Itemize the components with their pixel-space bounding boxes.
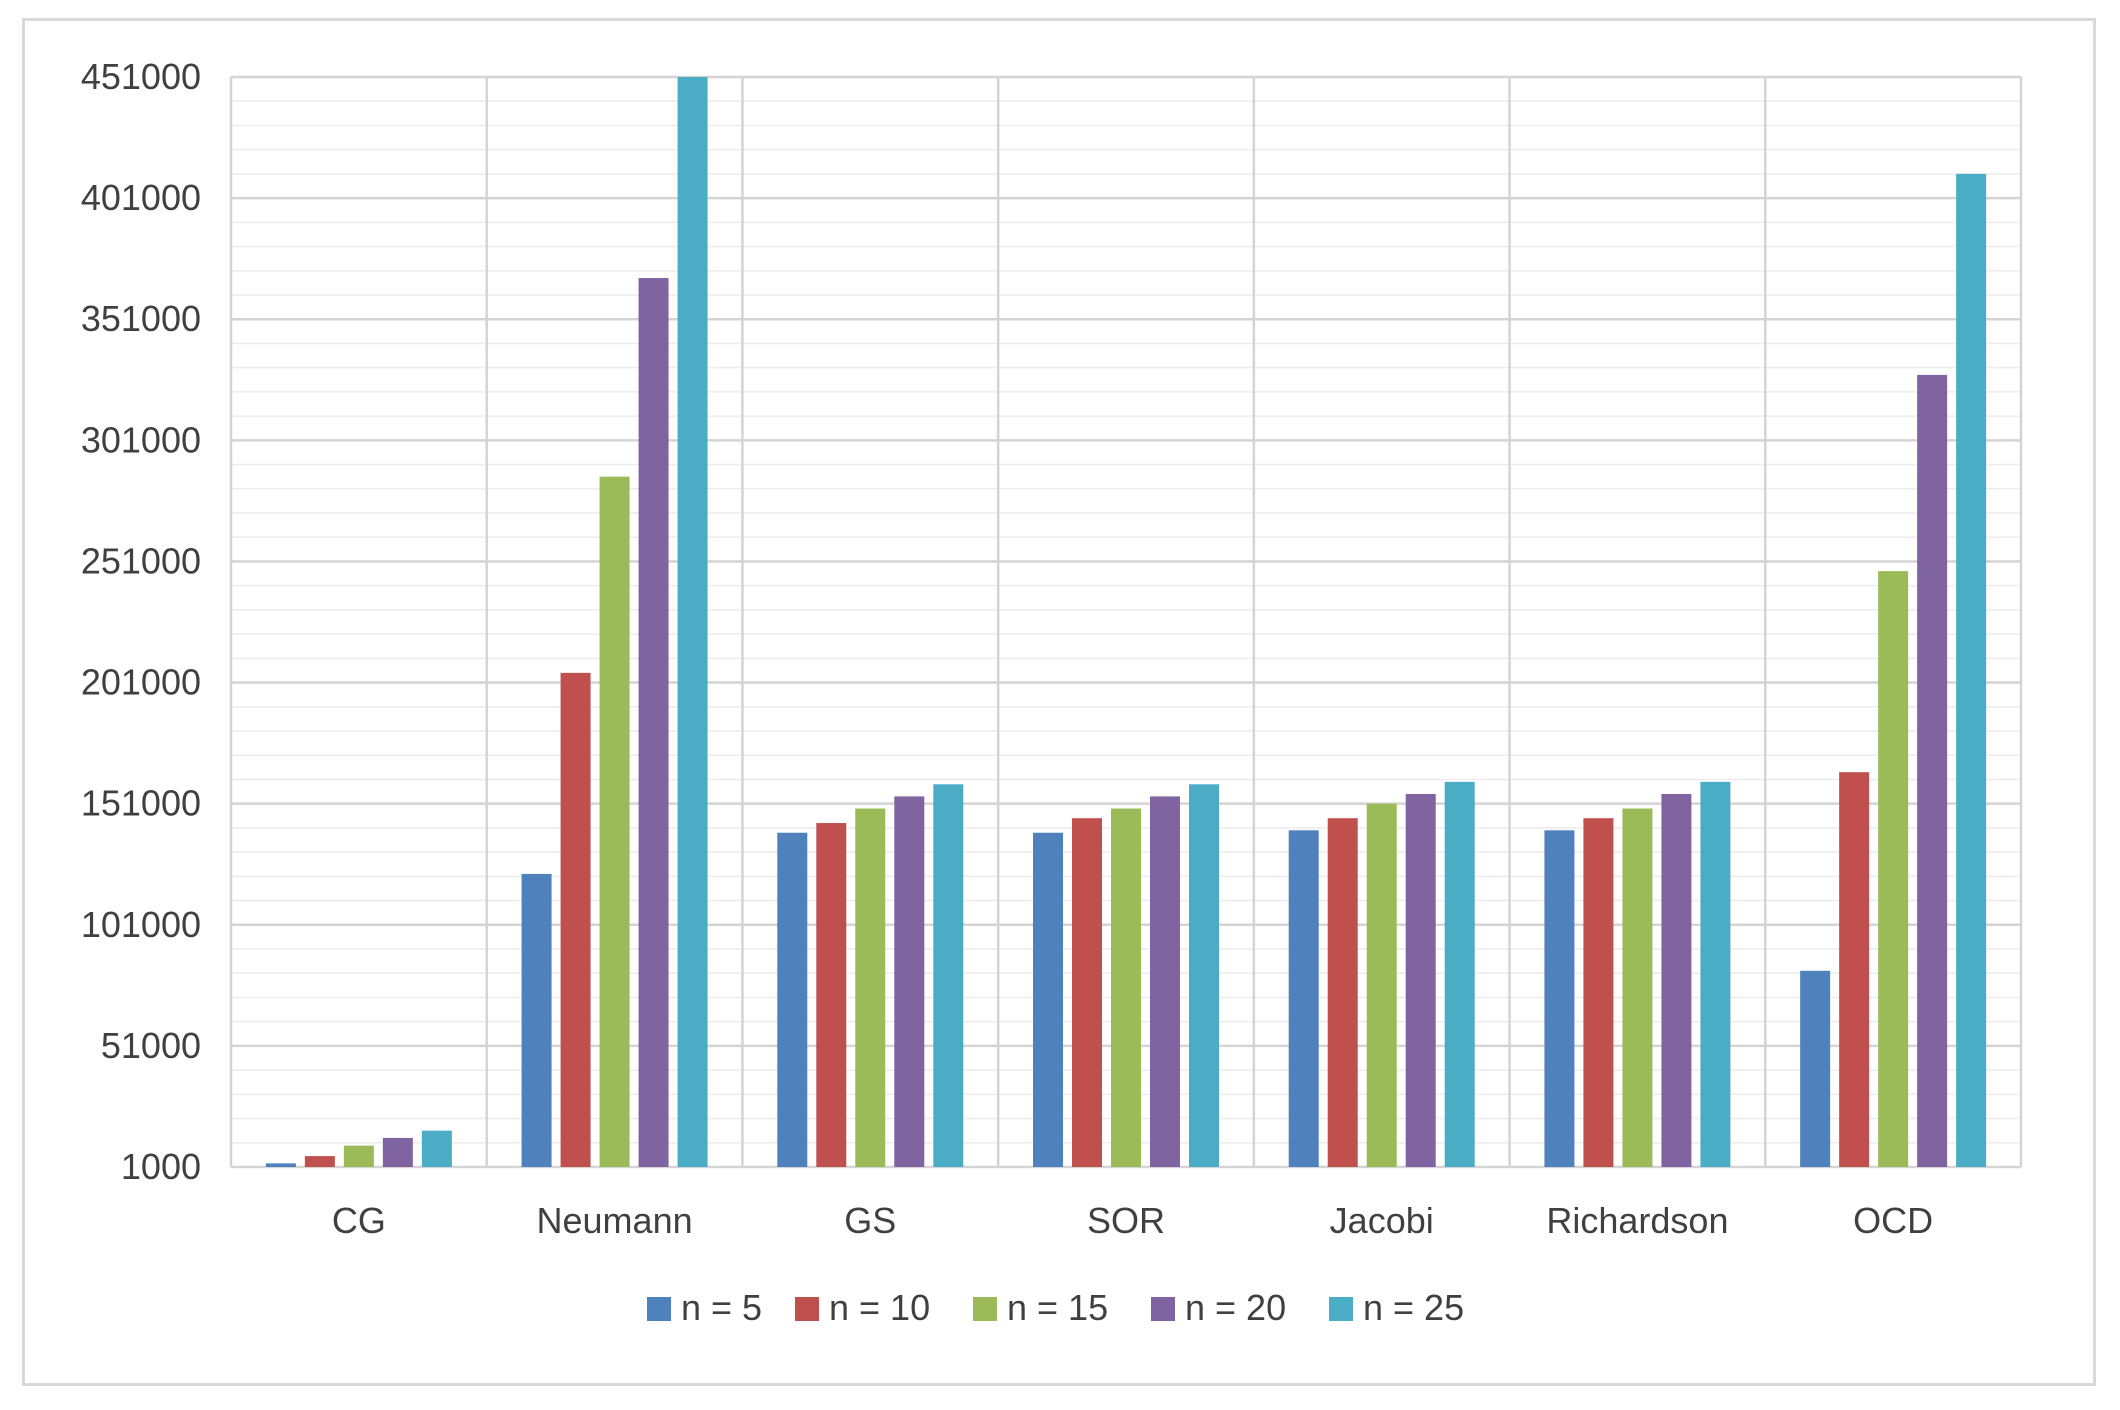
bar <box>1033 832 1063 1167</box>
bar <box>1839 772 1870 1167</box>
legend-swatch <box>1329 1297 1353 1321</box>
bar <box>1700 781 1731 1167</box>
bar <box>1327 818 1358 1167</box>
bar <box>1622 808 1653 1167</box>
chart-frame: 1000 51000 101000 151000 201000 251000 301000 3… <box>22 18 2096 1386</box>
bar <box>1956 173 1987 1167</box>
y-tick-label: 51000 <box>101 1025 201 1066</box>
bar <box>560 672 591 1167</box>
y-tick-label: 351000 <box>81 298 201 339</box>
x-tick-label: SOR <box>1087 1200 1165 1241</box>
x-tick-label: Richardson <box>1546 1200 1728 1241</box>
x-tick-label: OCD <box>1853 1200 1933 1241</box>
bar <box>855 808 886 1167</box>
legend-swatch <box>795 1297 819 1321</box>
y-tick-label: 251000 <box>81 540 201 581</box>
legend-label: n = 10 <box>829 1287 930 1328</box>
bar <box>304 1156 335 1167</box>
bar <box>1072 818 1102 1167</box>
bar-chart: 1000 51000 101000 151000 201000 251000 301000 3… <box>81 56 2023 1328</box>
bar <box>1444 781 1475 1167</box>
legend-label: n = 15 <box>1007 1287 1108 1328</box>
legend-swatch <box>973 1297 997 1321</box>
bar <box>816 823 847 1167</box>
y-tick-label: 401000 <box>81 177 201 218</box>
bar <box>421 1130 452 1167</box>
bar <box>677 77 708 1167</box>
bar <box>933 784 964 1167</box>
bar <box>1917 374 1948 1167</box>
bar <box>265 1163 296 1167</box>
y-tick-label: 151000 <box>81 783 201 824</box>
bar <box>1878 571 1909 1167</box>
bar <box>382 1137 413 1167</box>
bar <box>343 1145 374 1167</box>
bar <box>1405 793 1436 1167</box>
bar <box>1661 793 1692 1167</box>
legend-swatch <box>647 1297 671 1321</box>
bar <box>599 476 630 1168</box>
y-tick-label: 301000 <box>81 419 201 460</box>
bar <box>1544 830 1575 1167</box>
x-tick-label: Jacobi <box>1330 1200 1434 1241</box>
bar <box>1150 796 1180 1167</box>
y-tick-label: 1000 <box>121 1146 201 1187</box>
legend: n = 5 n = 10 n = 15 n = 20 n = 25 <box>647 1287 1464 1328</box>
x-tick-label: GS <box>844 1200 896 1241</box>
bar <box>521 873 552 1167</box>
bar <box>1583 818 1614 1167</box>
bar <box>1366 803 1397 1167</box>
bar <box>638 278 669 1167</box>
x-tick-label: CG <box>332 1200 386 1241</box>
legend-swatch <box>1151 1297 1175 1321</box>
bar <box>1189 784 1219 1167</box>
bars <box>265 77 1987 1168</box>
legend-label: n = 5 <box>681 1287 762 1328</box>
bar <box>777 832 808 1167</box>
y-tick-label: 101000 <box>81 904 201 945</box>
x-tick-label: Neumann <box>537 1200 693 1241</box>
bar <box>894 796 925 1167</box>
y-tick-label: 201000 <box>81 662 201 703</box>
bar <box>1800 970 1831 1167</box>
legend-label: n = 25 <box>1363 1287 1464 1328</box>
bar <box>1288 830 1319 1167</box>
axes: 1000 51000 101000 151000 201000 251000 301000 3… <box>81 56 1933 1241</box>
legend-label: n = 20 <box>1185 1287 1286 1328</box>
y-tick-label: 451000 <box>81 56 201 97</box>
bar <box>1111 808 1141 1167</box>
